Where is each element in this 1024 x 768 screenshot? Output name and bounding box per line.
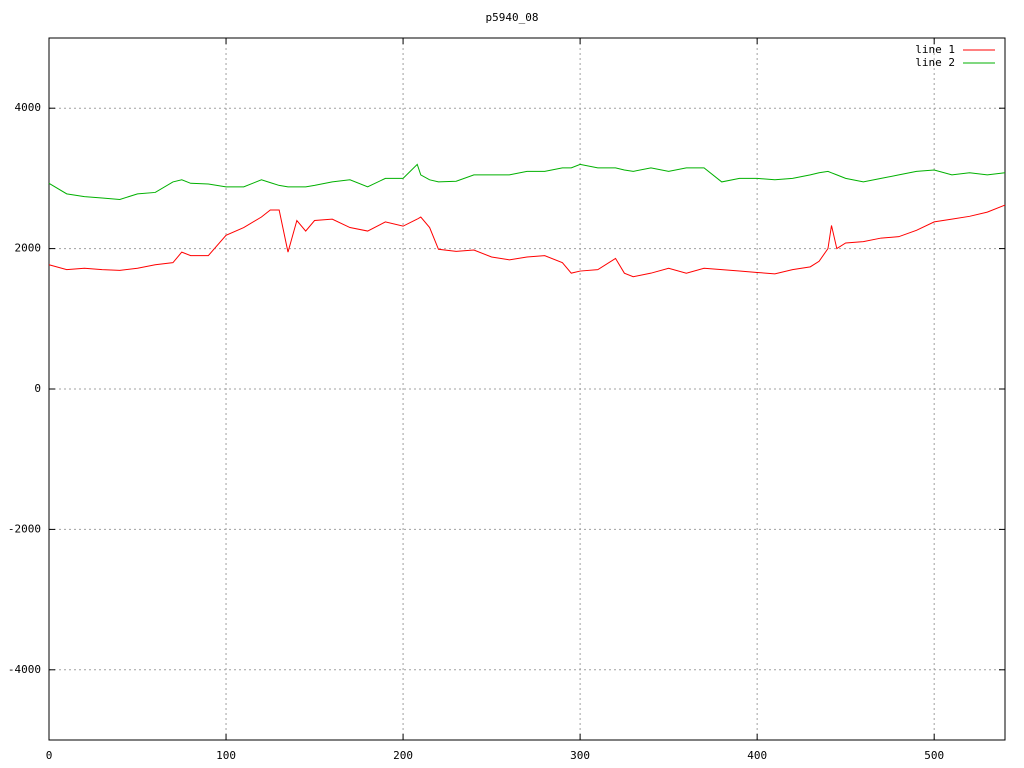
x-tick-label: 300 [570,749,590,762]
data-line [48,163,1006,200]
y-tick-label: -2000 [8,522,41,535]
chart-title: p5940_08 [486,11,539,24]
x-tick-label: 0 [46,749,53,762]
x-tick-label: 400 [747,749,767,762]
x-tick-label: 100 [216,749,236,762]
legend-label: line 1 [915,43,955,56]
y-tick-label: 4000 [15,101,42,114]
y-tick-label: -4000 [8,663,41,676]
data-line [48,204,1006,278]
legend-label: line 2 [915,56,955,69]
plot-border [48,37,1006,741]
x-tick-label: 200 [393,749,413,762]
y-tick-label: 2000 [15,242,42,255]
y-tick-label: 0 [34,382,41,395]
x-tick-label: 500 [924,749,944,762]
